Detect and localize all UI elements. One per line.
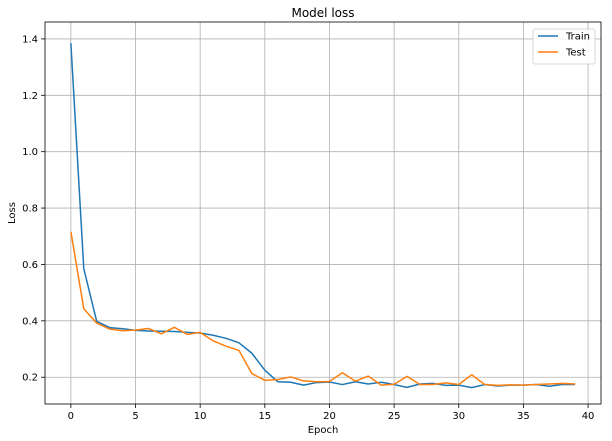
x-tick-label: 10 (194, 411, 207, 422)
y-tick-label: 1.4 (22, 34, 38, 45)
series-line-test (70, 231, 576, 387)
y-tick-label: 0.6 (22, 260, 38, 271)
chart-title: Model loss (291, 6, 354, 20)
x-tick-label: 25 (388, 411, 401, 422)
x-tick-label: 20 (323, 411, 336, 422)
grid (45, 22, 601, 404)
y-tick-label: 0.2 (22, 373, 38, 384)
legend-label-test: Test (565, 48, 586, 59)
x-tick-label: 35 (517, 411, 530, 422)
y-tick-label: 1.2 (22, 91, 38, 102)
series-lines (70, 43, 576, 389)
x-tick-label: 0 (68, 411, 74, 422)
y-tick-label: 0.8 (22, 204, 38, 215)
x-tick-label: 30 (452, 411, 465, 422)
y-tick-label: 0.4 (22, 316, 38, 327)
x-tick-label: 40 (582, 411, 595, 422)
x-axis: 0 5 10 15 20 25 30 35 40 (68, 404, 595, 422)
x-tick-label: 15 (258, 411, 271, 422)
y-tick-label: 1.0 (22, 147, 38, 158)
x-tick-label: 5 (132, 411, 138, 422)
legend-label-train: Train (565, 32, 590, 43)
y-axis-title: Loss (7, 202, 18, 224)
plot-frame (44, 21, 602, 405)
legend: Train Test (532, 28, 596, 65)
y-axis: 0.2 0.4 0.6 0.8 1.0 1.2 1.4 (22, 34, 45, 384)
x-axis-title: Epoch (308, 425, 339, 436)
legend-box (532, 28, 596, 65)
